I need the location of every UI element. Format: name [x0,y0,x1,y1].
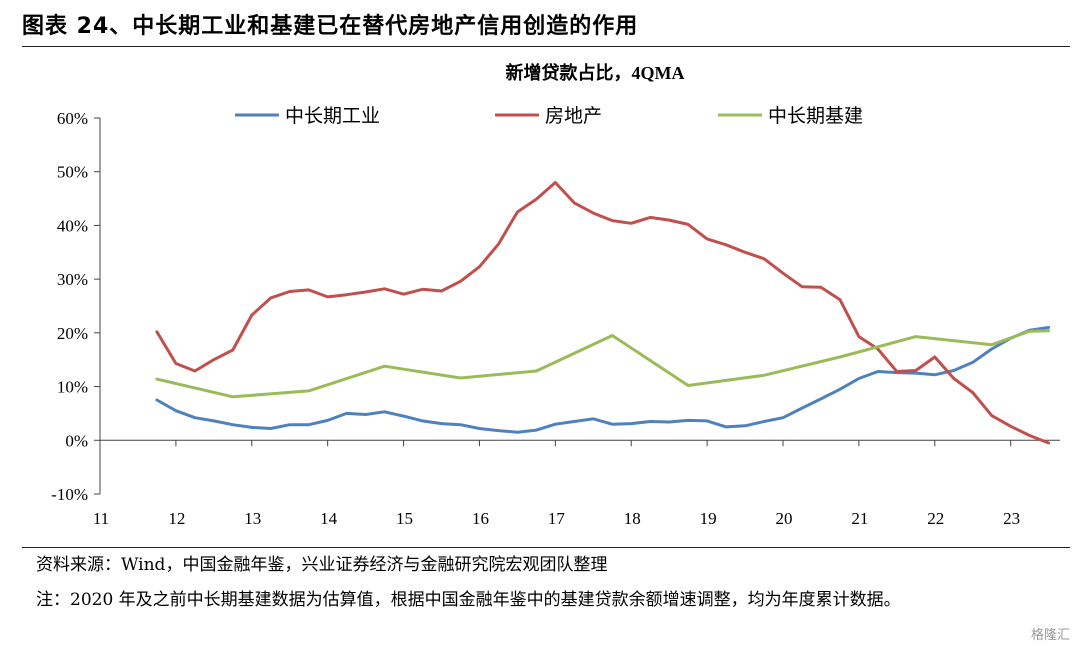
series-layer [155,181,1051,445]
footnote: 注：2020 年及之前中长期基建数据为估算值，根据中国金融年鉴中的基建贷款余额增… [36,590,901,610]
x-tick-label: 13 [244,509,261,528]
x-tick-label: 20 [776,509,793,528]
watermark-logo: 格隆汇 [1030,628,1070,643]
legend-label: 房地产 [545,105,602,127]
legend-label: 中长期工业 [285,105,380,127]
y-tick-label: 60% [57,109,88,128]
y-tick-label: 0% [65,431,88,450]
legend: 中长期工业 房地产 中长期基建 [235,105,863,127]
bottom-rule [22,547,1070,548]
x-tick-label: 14 [320,509,338,528]
source-note: 资料来源：Wind，中国金融年鉴，兴业证券经济与金融研究院宏观团队整理 [36,555,608,575]
figure-title: 图表 24、中长期工业和基建已在替代房地产信用创造的作用 [22,14,639,39]
legend-label: 中长期基建 [768,105,863,127]
line-chart: 新增贷款占比，4QMA 中长期工业 房地产 中长期基建 -10% 0% 10% 20% 30… [51,62,1060,528]
y-tick-label: 50% [57,163,88,182]
axes: -10% 0% 10% 20% 30% 40% 50% 60% 11 12 13 14 15 16 17 18… [51,109,1060,528]
y-tick-label: 20% [57,324,88,343]
series-line-1 [155,181,1051,445]
x-tick-label: 18 [624,509,641,528]
series-line-0 [155,326,1051,434]
x-tick-label: 16 [472,509,489,528]
y-tick-label: 40% [57,216,88,235]
y-tick-label: 30% [57,270,88,289]
top-rule [22,46,1070,47]
x-tick-label: 17 [548,509,566,528]
x-tick-label: 19 [700,509,717,528]
x-tick-label: 21 [851,509,868,528]
y-tick-label: 10% [57,378,88,397]
y-tick-label: -10% [51,485,88,504]
series-line-2 [155,329,1051,399]
x-tick-label: 23 [1003,509,1020,528]
x-tick-label: 11 [93,509,109,528]
x-tick-label: 12 [168,509,185,528]
x-tick-label: 15 [396,509,413,528]
chart-title: 新增贷款占比，4QMA [506,62,685,83]
x-tick-label: 22 [927,509,944,528]
